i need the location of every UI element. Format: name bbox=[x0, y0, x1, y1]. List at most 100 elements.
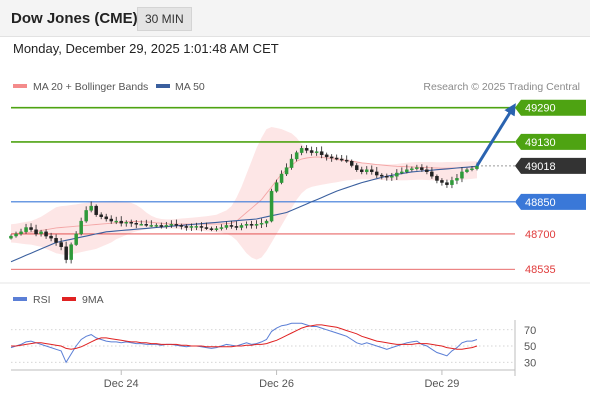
rsi-panel: 70 50 30 bbox=[10, 322, 536, 369]
candle-body bbox=[435, 175, 439, 181]
legend-swatch-bollinger bbox=[13, 84, 27, 88]
candle bbox=[169, 220, 174, 228]
candle bbox=[129, 219, 133, 227]
candle bbox=[395, 169, 399, 181]
candle-body bbox=[460, 171, 464, 179]
candle-body bbox=[249, 224, 254, 226]
candle-body bbox=[124, 221, 128, 224]
candle bbox=[229, 220, 234, 229]
price-legend: MA 20 + Bollinger Bands MA 50 bbox=[13, 81, 205, 93]
level-label-49290: 49290 bbox=[525, 103, 556, 115]
candle bbox=[365, 166, 369, 175]
candle-body bbox=[355, 165, 359, 171]
candle bbox=[299, 145, 304, 156]
legend-label-ma50: MA 50 bbox=[175, 81, 205, 93]
candle-body bbox=[134, 222, 138, 225]
candle-body bbox=[14, 233, 18, 237]
ma50-line bbox=[10, 165, 478, 263]
candle-body bbox=[465, 169, 469, 172]
candle-body bbox=[19, 231, 23, 235]
candle-body bbox=[99, 214, 103, 217]
candle bbox=[204, 222, 209, 230]
candle bbox=[450, 176, 454, 189]
candle bbox=[425, 165, 429, 175]
x-tick-label: Dec 29 bbox=[424, 378, 459, 390]
bollinger-mid-line bbox=[10, 156, 478, 235]
candle bbox=[465, 167, 469, 174]
candle bbox=[184, 224, 189, 231]
candle bbox=[74, 231, 78, 246]
candle bbox=[114, 216, 118, 225]
candle-body bbox=[284, 167, 289, 175]
candle-body bbox=[400, 171, 404, 174]
candle-body bbox=[450, 180, 454, 185]
candle bbox=[244, 221, 249, 229]
legend-swatch-9ma bbox=[62, 297, 76, 301]
candle-body bbox=[395, 172, 399, 177]
level-label-48700: 48700 bbox=[525, 229, 556, 241]
candle-body bbox=[34, 229, 38, 235]
candle-body bbox=[159, 225, 164, 227]
candle bbox=[119, 216, 123, 227]
candle bbox=[435, 174, 439, 184]
candle-body bbox=[455, 178, 459, 181]
candle bbox=[89, 201, 93, 213]
candle bbox=[269, 188, 274, 223]
candle bbox=[259, 218, 264, 228]
candle-body bbox=[425, 169, 429, 172]
candle-body bbox=[410, 168, 414, 170]
candle bbox=[294, 150, 299, 162]
candle-body bbox=[174, 224, 179, 226]
candle-body bbox=[405, 169, 409, 172]
candle-body bbox=[390, 175, 394, 178]
candle-body bbox=[415, 167, 419, 169]
bollinger-bands bbox=[10, 127, 478, 260]
timeframe-badge[interactable]: 30 MIN bbox=[137, 7, 192, 31]
price-levels bbox=[11, 106, 515, 270]
candle bbox=[79, 217, 83, 236]
candle-body bbox=[109, 218, 113, 222]
candle bbox=[94, 204, 98, 217]
chart-header: Dow Jones (CME) 30 MIN bbox=[0, 0, 590, 37]
candle-body bbox=[254, 224, 259, 226]
candle bbox=[199, 222, 204, 232]
candle-body bbox=[189, 226, 194, 228]
candle bbox=[455, 174, 459, 185]
candle bbox=[304, 145, 309, 154]
candle bbox=[174, 219, 179, 229]
level-label-48850: 48850 bbox=[525, 197, 556, 209]
candle-body bbox=[44, 231, 48, 237]
candle-body bbox=[304, 148, 309, 151]
candle-body bbox=[239, 225, 244, 228]
candle bbox=[239, 223, 244, 231]
candle-body bbox=[89, 205, 93, 211]
price-level-labels: 49290 49130 49018 48850 48700 48535 bbox=[515, 99, 586, 276]
candle bbox=[234, 221, 239, 231]
candlesticks bbox=[9, 145, 479, 264]
candle bbox=[345, 155, 349, 163]
candle bbox=[334, 154, 339, 161]
candle-body bbox=[360, 169, 364, 172]
candle bbox=[355, 163, 359, 172]
candle bbox=[460, 166, 464, 183]
candle bbox=[39, 229, 43, 237]
rsi-line bbox=[10, 322, 478, 364]
rsi-tick-50: 50 bbox=[524, 341, 536, 353]
candle-body bbox=[430, 171, 434, 177]
candle bbox=[109, 215, 113, 224]
candle bbox=[360, 166, 364, 175]
candle-body bbox=[365, 169, 369, 172]
moving-averages bbox=[10, 165, 478, 263]
legend-label-bollinger: MA 20 + Bollinger Bands bbox=[33, 81, 148, 93]
candle-body bbox=[470, 168, 474, 170]
candle bbox=[134, 220, 138, 229]
candle-body bbox=[229, 225, 234, 227]
candle bbox=[340, 154, 344, 162]
candle-body bbox=[445, 182, 449, 185]
candle-body bbox=[244, 224, 249, 226]
x-axis-ticks: Dec 24 Dec 26 Dec 29 bbox=[104, 370, 459, 390]
forecast-arrow bbox=[475, 103, 516, 167]
research-credit: Research © 2025 Trading Central bbox=[423, 81, 580, 93]
candle-body bbox=[84, 210, 88, 222]
